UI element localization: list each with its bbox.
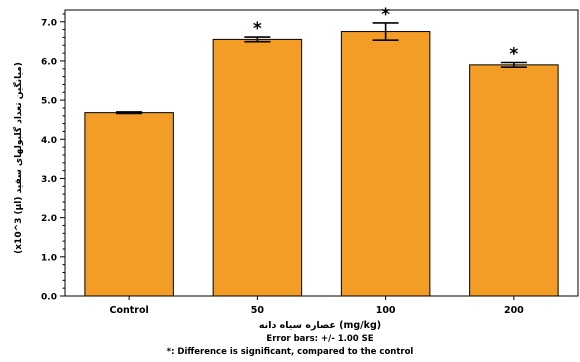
y-tick-label: 2.0 bbox=[41, 214, 57, 224]
y-axis-label: (x10^3 (µl) میانگین تعداد گلبولهای سفید) bbox=[12, 62, 24, 254]
bars: * * * bbox=[84, 5, 559, 297]
x-tick-label: Control bbox=[109, 305, 148, 316]
significance-marker: * bbox=[381, 5, 390, 25]
axes bbox=[60, 9, 579, 300]
y-tick-label: 7.0 bbox=[41, 18, 57, 28]
y-tick-label: 5.0 bbox=[41, 97, 57, 107]
tick-labels: 0.0 1.0 2.0 3.0 4.0 5.0 6.0 7.0 Control 50 100 200 bbox=[41, 18, 524, 316]
x-tick-label: 200 bbox=[504, 305, 524, 316]
x-tick-label: 50 bbox=[251, 305, 265, 316]
bar-200 bbox=[469, 64, 559, 297]
y-tick-label: 1.0 bbox=[41, 253, 57, 263]
y-tick-label: 3.0 bbox=[41, 175, 57, 185]
bar-100 bbox=[340, 31, 431, 297]
plot-frame bbox=[64, 9, 579, 297]
bar-50 bbox=[212, 38, 303, 297]
error-bar-note: Error bars: +/- 1.00 SE bbox=[266, 334, 374, 344]
y-tick-label: 6.0 bbox=[41, 57, 57, 67]
x-tick-label: 100 bbox=[376, 305, 396, 316]
significance-marker: * bbox=[253, 19, 262, 39]
y-tick-label: 4.0 bbox=[41, 136, 57, 146]
significance-footnote: *: Difference is significant, compared t… bbox=[166, 347, 414, 357]
bar-control bbox=[84, 112, 174, 297]
x-axis-label: (mg/kg) عصاره سیاه دانه bbox=[258, 320, 382, 331]
y-tick-label: 0.0 bbox=[41, 293, 57, 303]
significance-marker: * bbox=[509, 44, 518, 64]
